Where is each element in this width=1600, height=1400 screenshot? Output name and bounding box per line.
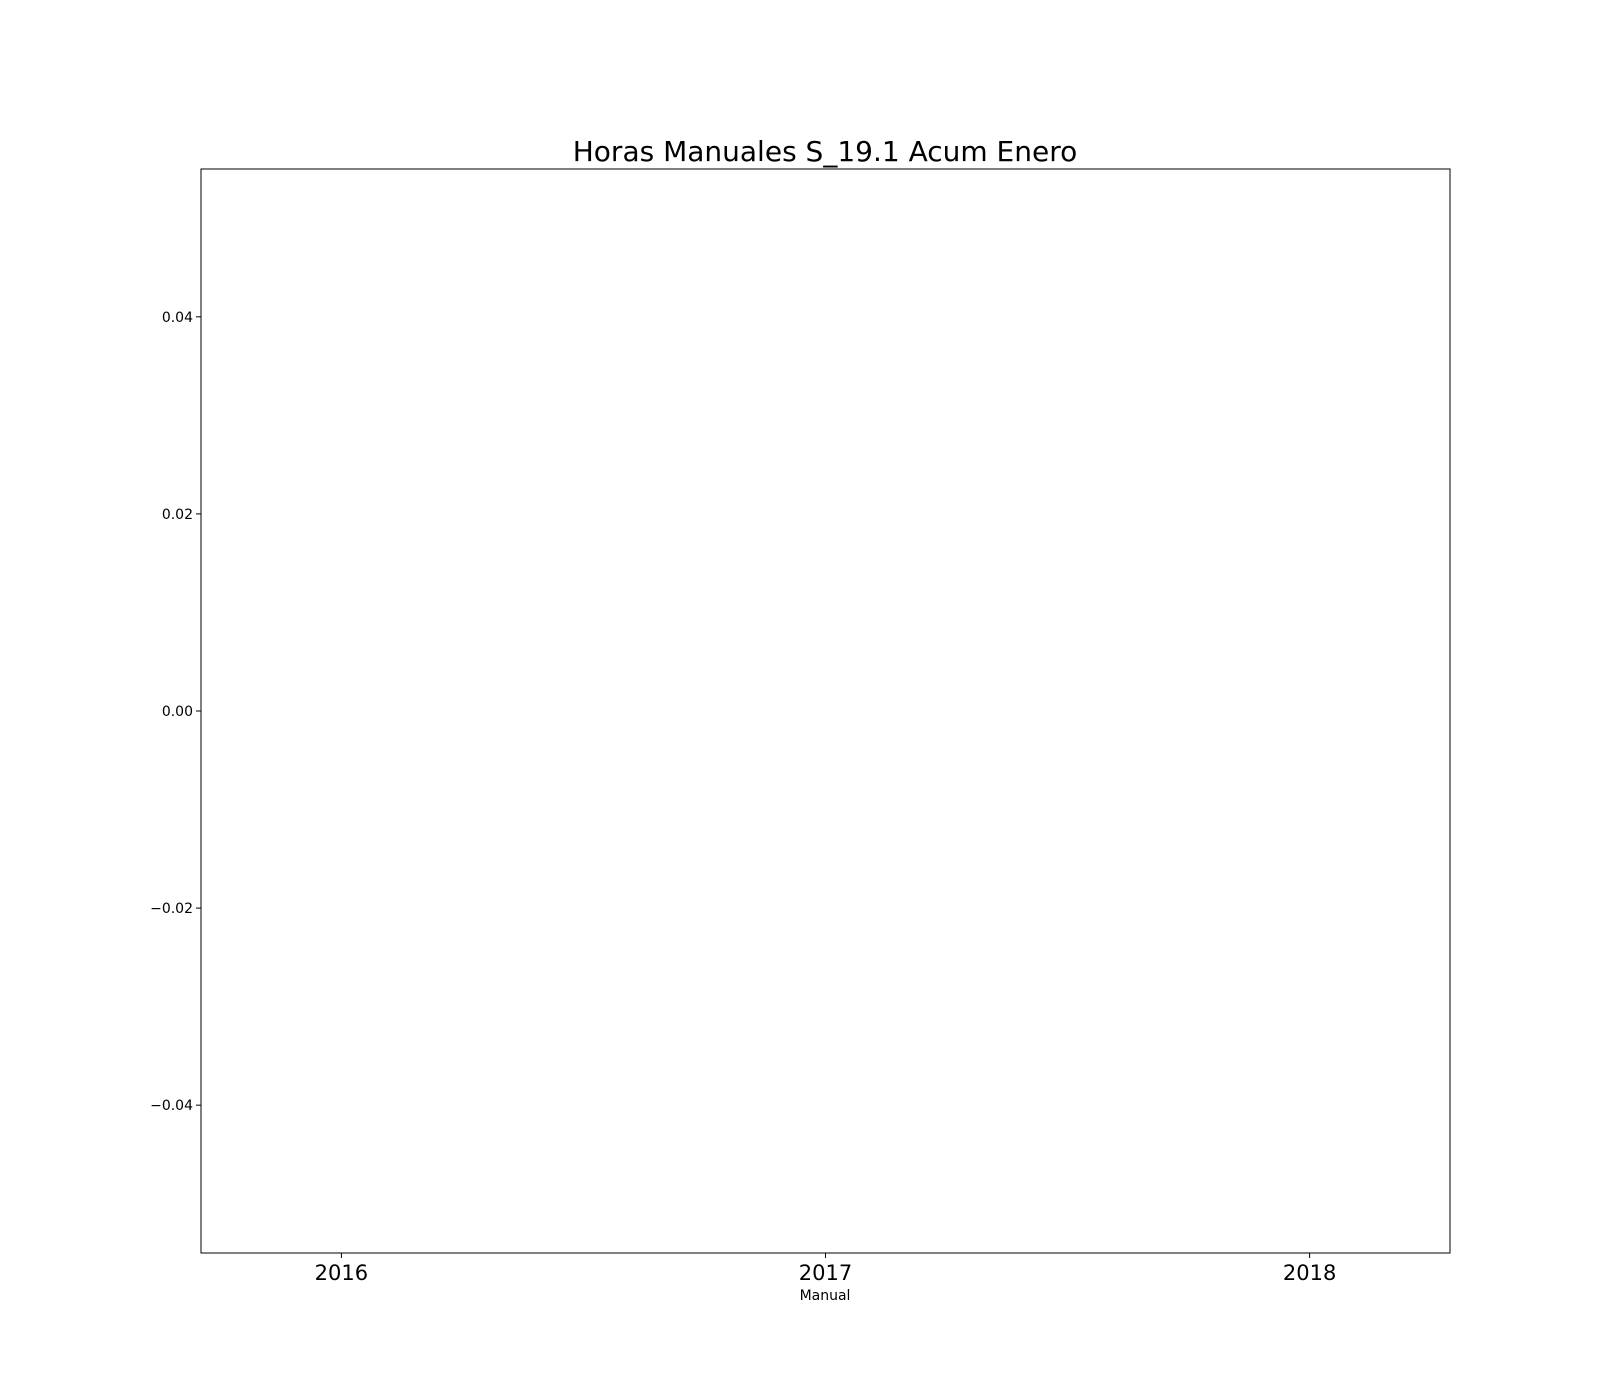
y-tick-label: 0.04 (162, 310, 193, 326)
y-axis: −0.04 −0.02 0.00 0.02 0.04 (150, 310, 201, 1114)
chart-title: Horas Manuales S_19.1 Acum Enero (573, 135, 1078, 168)
plot-area-frame (200, 168, 1451, 1254)
x-axis: 2016 2017 2018 (315, 1253, 1336, 1285)
x-tick-label: 2016 (315, 1261, 368, 1285)
y-tick-label: −0.02 (150, 901, 193, 917)
x-axis-label: Manual (800, 1288, 851, 1304)
y-tick-label: 0.02 (162, 507, 193, 523)
y-tick-label: −0.04 (150, 1098, 193, 1114)
y-tick-label: 0.00 (162, 704, 193, 720)
x-tick-label: 2018 (1283, 1261, 1336, 1285)
x-tick-label: 2017 (799, 1261, 852, 1285)
